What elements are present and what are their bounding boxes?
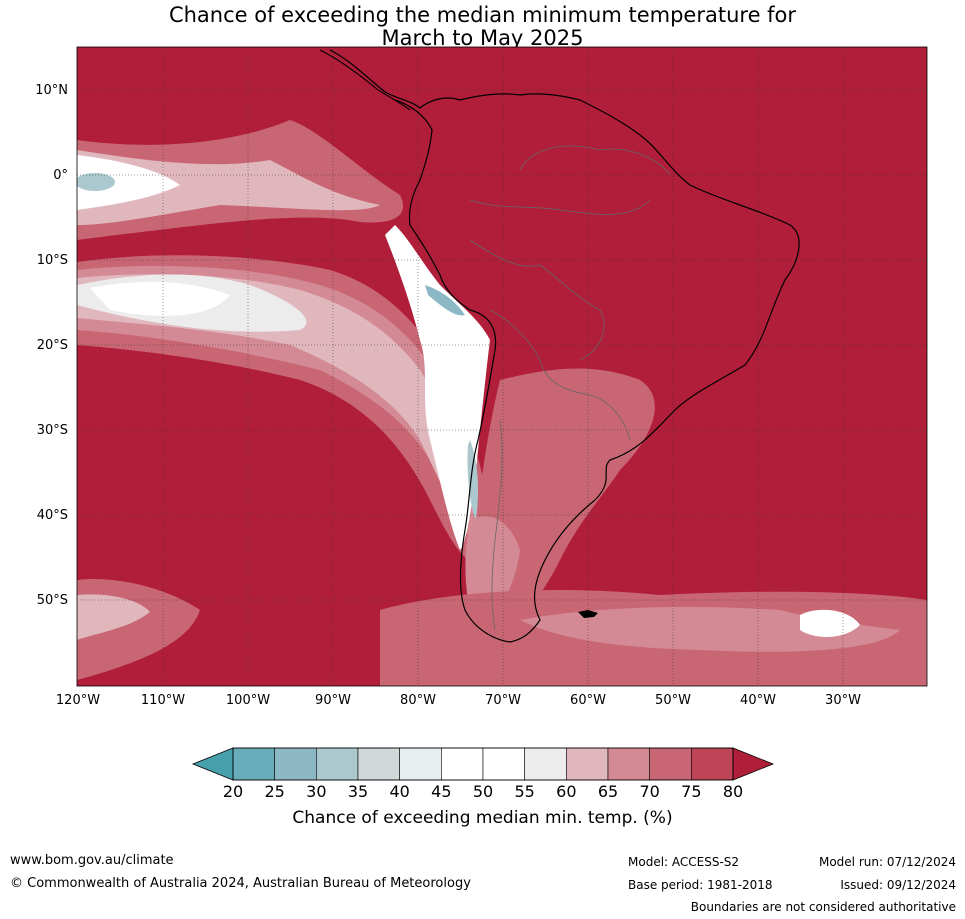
- colorbar-tick-label: 20: [222, 782, 244, 801]
- colorbar-bin: [607, 747, 650, 781]
- boundaries-disclaimer: Boundaries are not considered authoritat…: [690, 900, 956, 914]
- colorbar-high-arrow: [732, 747, 775, 781]
- issued-date: Issued: 09/12/2024: [840, 878, 956, 892]
- lat-label-10s: 10°S: [36, 253, 68, 268]
- colorbar: [191, 747, 775, 781]
- andes-coast-cool: [425, 285, 465, 316]
- base-period: Base period: 1981-2018: [628, 878, 773, 892]
- forecast-map: [76, 46, 928, 687]
- colorbar-tick-label: 40: [389, 782, 410, 801]
- colorbar-bin: [524, 747, 567, 781]
- colorbar-bin: [566, 747, 609, 781]
- lat-label-40s: 40°S: [36, 508, 68, 523]
- country-borders: [469, 145, 671, 631]
- se-pacific-band-core: [90, 281, 230, 316]
- colorbar-low-arrow: [191, 747, 234, 781]
- graticule: [77, 47, 927, 686]
- lon-label-50w: 50°W: [655, 693, 691, 708]
- title-line-2: March to May 2025: [381, 26, 584, 50]
- model-name: Model: ACCESS-S2: [628, 855, 740, 869]
- colorbar-tick-label: 30: [306, 782, 327, 801]
- copyright: © Commonwealth of Australia 2024, Austra…: [10, 876, 471, 891]
- colorbar-bin: [316, 747, 359, 781]
- lon-label-110w: 110°W: [140, 693, 186, 708]
- lat-label-20s: 20°S: [36, 338, 68, 353]
- colorbar-tick-label: 45: [431, 782, 452, 801]
- chile-coast-cool: [467, 440, 478, 520]
- lon-label-80w: 80°W: [400, 693, 436, 708]
- pacific-equatorial-cool: [77, 173, 115, 191]
- colorbar-tick-label: 25: [264, 782, 285, 801]
- lon-label-90w: 90°W: [315, 693, 351, 708]
- andes-coast-white: [385, 225, 490, 550]
- website-link[interactable]: www.bom.gov.au/climate: [10, 853, 174, 868]
- colorbar-tick-label: 60: [556, 782, 577, 801]
- pacific-equatorial-white: [77, 155, 180, 210]
- colorbar-bin: [399, 747, 442, 781]
- colorbar-tick-label: 80: [722, 782, 744, 801]
- lon-label-70w: 70°W: [485, 693, 521, 708]
- colorbar-bin: [441, 747, 484, 781]
- south-atlantic-white: [800, 609, 860, 637]
- colorbar-bin: [691, 747, 734, 781]
- falkland-islands: [578, 610, 598, 618]
- colorbar-tick-label: 65: [597, 782, 619, 801]
- colorbar-label: Chance of exceeding median min. temp. (%…: [292, 808, 673, 828]
- lat-label-10n: 10°N: [35, 83, 68, 98]
- colorbar-tick-label: 55: [514, 782, 535, 801]
- colorbar-bin: [274, 747, 317, 781]
- lon-label-120w: 120°W: [55, 693, 101, 708]
- colorbar-bin: [482, 747, 525, 781]
- lon-label-40w: 40°W: [740, 693, 776, 708]
- colorbar-bin: [649, 747, 692, 781]
- chart-title: Chance of exceeding the median minimum t…: [0, 4, 965, 50]
- se-pacific-band-light: [77, 274, 470, 520]
- lon-label-60w: 60°W: [570, 693, 606, 708]
- colorbar-tick-label: 50: [472, 782, 494, 801]
- lat-label-30s: 30°S: [36, 423, 68, 438]
- colorbar-tick-label: 70: [639, 782, 660, 801]
- lon-label-30w: 30°W: [825, 693, 861, 708]
- colorbar-tick-label: 75: [681, 782, 702, 801]
- model-run: Model run: 07/12/2024: [818, 855, 956, 869]
- lon-label-100w: 100°W: [225, 693, 271, 708]
- colorbar-tick-label: 35: [347, 782, 369, 801]
- colorbar-bin: [357, 747, 400, 781]
- lat-label-0: 0°: [53, 168, 68, 183]
- colorbar-bin: [232, 747, 275, 781]
- south-america-coastline: [329, 49, 800, 643]
- lat-label-50s: 50°S: [36, 593, 68, 608]
- pacific-equatorial-light: [77, 150, 380, 225]
- argentina-band: [473, 368, 655, 640]
- southwest-pacific-light: [77, 594, 150, 640]
- title-line-1: Chance of exceeding the median minimum t…: [168, 3, 797, 27]
- central-america-coastline: [319, 49, 411, 111]
